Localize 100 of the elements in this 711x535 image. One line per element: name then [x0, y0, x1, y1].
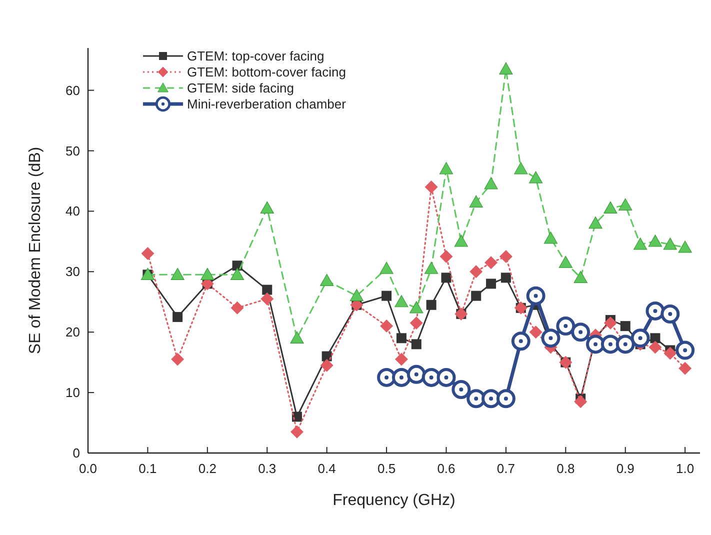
point — [499, 62, 513, 74]
point — [394, 352, 408, 366]
point — [499, 250, 512, 264]
point — [618, 198, 632, 210]
point — [172, 312, 183, 322]
x-tick-label: 0.8 — [556, 461, 575, 476]
point — [380, 320, 394, 333]
point — [484, 256, 498, 270]
point — [650, 333, 660, 344]
point — [660, 304, 680, 324]
point — [424, 262, 438, 274]
point — [600, 334, 620, 354]
x-tick-label: 1.0 — [676, 461, 694, 476]
point — [574, 270, 588, 283]
x-tick-label: 0.4 — [318, 461, 336, 476]
point — [676, 340, 695, 360]
point — [452, 380, 471, 400]
point — [424, 180, 438, 194]
point — [396, 333, 406, 344]
point — [171, 352, 184, 366]
y-tick-label: 40 — [66, 204, 80, 219]
point — [260, 201, 274, 214]
point — [529, 326, 542, 339]
point — [529, 171, 543, 184]
point — [382, 290, 392, 301]
point — [496, 389, 516, 408]
point — [439, 162, 454, 174]
x-tick-label: 0.9 — [616, 461, 634, 476]
point — [558, 256, 572, 268]
x-tick-label: 0.5 — [378, 461, 396, 476]
legend-label: Mini-reverberation chamber — [187, 96, 347, 112]
point — [426, 300, 436, 310]
point — [526, 286, 546, 306]
y-tick-label: 30 — [66, 264, 80, 280]
point — [486, 278, 496, 289]
point — [571, 322, 590, 342]
point — [544, 232, 558, 244]
y-tick-label: 50 — [66, 143, 80, 158]
point — [406, 364, 426, 384]
legend-label: GTEM: side facing — [187, 80, 294, 96]
point — [469, 195, 483, 208]
point — [500, 272, 511, 283]
point — [664, 346, 677, 360]
y-axis-title: SE of Modem Enclosure (dB) — [27, 146, 44, 354]
x-tick-label: 0.1 — [138, 461, 157, 476]
point — [470, 265, 483, 278]
legend-label: GTEM: bottom-cover facing — [187, 64, 346, 80]
point — [440, 250, 453, 264]
point — [511, 332, 530, 351]
point — [394, 295, 408, 308]
point — [574, 395, 588, 408]
point — [678, 240, 692, 253]
point — [410, 316, 423, 330]
point — [541, 328, 560, 348]
point — [604, 316, 617, 330]
point — [588, 216, 602, 229]
point — [556, 316, 576, 336]
point — [648, 340, 662, 354]
point — [604, 201, 618, 214]
point — [170, 268, 184, 280]
y-tick-label: 0 — [72, 446, 80, 460]
point — [230, 301, 244, 314]
point — [630, 328, 650, 348]
point — [648, 234, 662, 247]
point — [350, 289, 364, 302]
point — [663, 238, 677, 250]
point — [141, 247, 154, 260]
legend-label: GTEM: top-cover facing — [187, 48, 324, 64]
point — [320, 274, 334, 286]
point — [441, 272, 452, 283]
x-tick-label: 0.7 — [496, 461, 515, 476]
point — [484, 177, 498, 190]
point — [392, 368, 411, 387]
point — [678, 362, 692, 375]
point — [230, 268, 244, 280]
point — [290, 425, 304, 438]
x-tick-label: 0.0 — [78, 461, 98, 476]
y-tick-label: 60 — [66, 82, 80, 98]
point — [454, 234, 468, 247]
point — [292, 412, 302, 422]
point — [646, 301, 665, 320]
x-tick-label: 0.6 — [437, 461, 456, 476]
point — [262, 284, 272, 295]
point — [620, 321, 630, 332]
point — [514, 162, 528, 174]
point — [436, 368, 456, 387]
point — [633, 238, 648, 250]
point — [411, 339, 422, 350]
point — [410, 301, 424, 314]
point — [260, 292, 274, 306]
y-tick-label: 20 — [66, 324, 80, 340]
point — [200, 268, 214, 280]
point — [320, 358, 334, 372]
y-tick-label: 10 — [66, 385, 80, 400]
x-axis-title: Frequency (GHz) — [332, 492, 456, 509]
point — [380, 262, 394, 274]
point — [422, 368, 441, 387]
x-tick-label: 0.3 — [258, 461, 276, 476]
point — [290, 331, 304, 344]
point — [471, 290, 482, 301]
